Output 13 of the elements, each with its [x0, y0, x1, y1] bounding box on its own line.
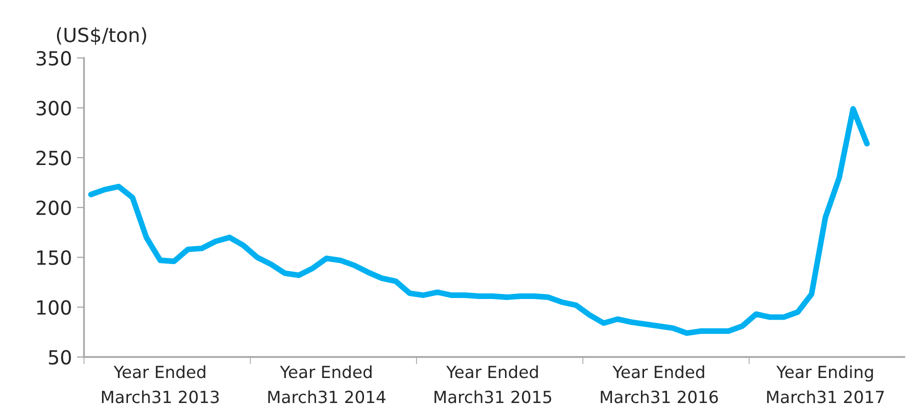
- x-tick-label: Year Ended March31 2014: [268, 365, 386, 404]
- y-tick-label: 200: [36, 200, 71, 216]
- y-tick-label: 100: [37, 300, 71, 315]
- x-tick-label: Year Ended March31 2015: [434, 365, 552, 404]
- y-tick-label: 350: [36, 50, 71, 66]
- y-tick-label: 50: [48, 350, 71, 365]
- y-tick-label: 150: [37, 250, 71, 265]
- x-tick-label: Year Ending March31 2017: [767, 365, 884, 404]
- y-tick-label: 250: [36, 150, 71, 166]
- y-tick-label: 300: [36, 100, 71, 116]
- y-axis-title: (US$/ton): [56, 27, 146, 45]
- x-tick-label: Year Ended March31 2016: [600, 365, 718, 404]
- x-tick-label: Year Ended March31 2013: [102, 365, 219, 404]
